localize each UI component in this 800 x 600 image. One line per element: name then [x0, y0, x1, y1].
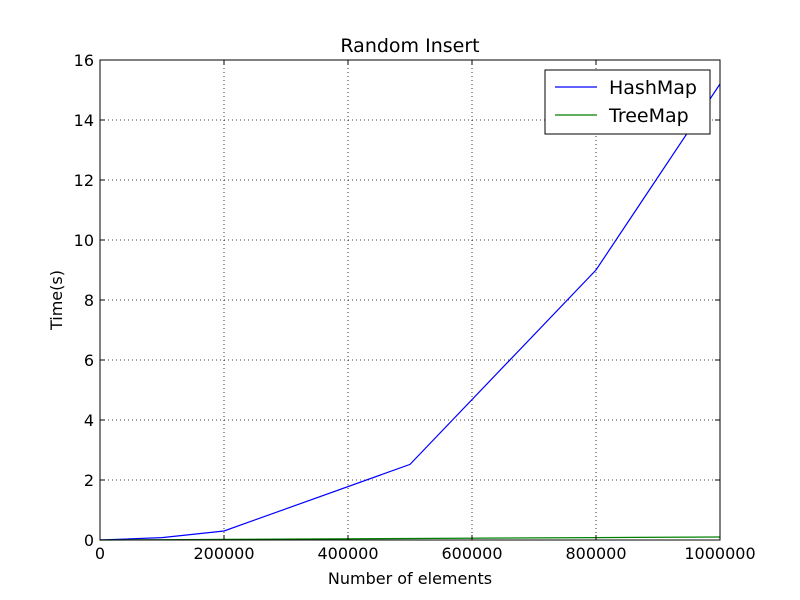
x-tick-label: 0	[95, 544, 105, 563]
y-tick-label: 10	[74, 231, 94, 250]
legend-label-treemap: TreeMap	[608, 105, 689, 127]
axis-ticks: 0 200000 400000 600000 800000 1000000 0 2 4 6 8 10 1…	[74, 51, 756, 563]
x-tick-label: 600000	[441, 544, 502, 563]
y-axis-label: Time(s)	[47, 270, 66, 331]
x-tick-label: 800000	[565, 544, 626, 563]
series-lines	[99, 83, 721, 541]
x-tick-label: 1000000	[684, 544, 755, 563]
y-tick-label: 0	[84, 531, 94, 550]
y-tick-label: 12	[74, 171, 94, 190]
y-tick-label: 6	[84, 351, 94, 370]
legend-box	[544, 69, 711, 135]
legend: HashMap TreeMap	[544, 69, 711, 135]
y-tick-label: 4	[84, 411, 94, 430]
series-line-hashmap	[99, 83, 721, 541]
y-tick-label: 14	[74, 111, 94, 130]
x-axis-label: Number of elements	[328, 569, 492, 588]
y-tick-label: 2	[84, 471, 94, 490]
y-tick-label: 8	[84, 291, 94, 310]
x-tick-label: 200000	[193, 544, 254, 563]
y-tick-label: 16	[74, 51, 94, 70]
x-tick-label: 400000	[317, 544, 378, 563]
chart-title: Random Insert	[340, 35, 479, 57]
legend-label-hashmap: HashMap	[609, 77, 697, 99]
